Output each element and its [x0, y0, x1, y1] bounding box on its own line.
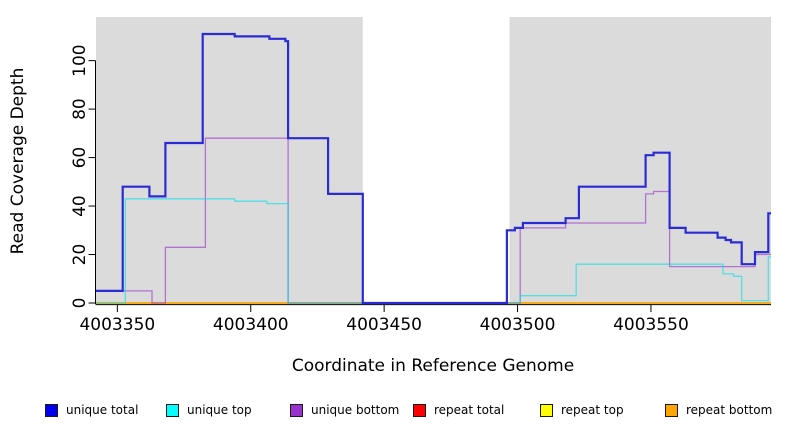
legend-label: unique total: [66, 403, 139, 417]
legend-item-unique-total: unique total: [45, 403, 138, 417]
series-line-unique-top: [96, 198, 771, 304]
x-tick-label: 4003450: [346, 315, 422, 335]
x-axis-title: Coordinate in Reference Genome: [292, 356, 574, 376]
legend-swatch: [665, 403, 678, 417]
x-tick-label: 4003400: [213, 315, 289, 335]
legend-swatch: [45, 403, 58, 417]
legend-label: repeat bottom: [686, 403, 773, 417]
legend-item-repeat-bottom: repeat bottom: [665, 403, 772, 417]
y-tick-label: 80: [70, 98, 90, 120]
legend-swatch: [166, 403, 179, 417]
y-tick-label: 40: [70, 195, 90, 217]
legend-item-repeat-total: repeat total: [413, 403, 504, 417]
shaded-region-left: [96, 17, 363, 304]
shaded-regions: [96, 17, 771, 304]
y-tick-label: 0: [70, 298, 90, 309]
legend-item-unique-top: unique top: [166, 403, 252, 417]
legend-swatch: [413, 403, 426, 417]
legend-item-repeat-top: repeat top: [540, 403, 624, 417]
y-axis-title: Read Coverage Depth: [8, 68, 28, 255]
series-line-unique-total: [96, 32, 771, 305]
x-tick-label: 4003550: [613, 315, 689, 335]
legend-label: unique bottom: [311, 403, 400, 417]
legend: unique total unique top unique bottom repea…: [0, 399, 792, 425]
legend-swatch: [540, 403, 553, 417]
y-tick-label: 20: [70, 244, 90, 266]
series-lines: [96, 32, 771, 305]
legend-label: unique top: [187, 403, 252, 417]
legend-label: repeat total: [434, 403, 505, 417]
series-line-unique-bottom: [96, 137, 771, 304]
chart-canvas: 4003350 4003400 4003450 4003500 4003550 0 20 40…: [8, 17, 771, 376]
legend-swatch: [290, 403, 303, 417]
x-tick-label: 4003350: [79, 315, 155, 335]
axes: 4003350 4003400 4003450 4003500 4003550 0 20 40…: [70, 44, 771, 335]
shaded-region-right: [509, 17, 771, 304]
y-tick-label: 100: [70, 44, 90, 76]
legend-label: repeat top: [561, 403, 624, 417]
legend-item-unique-bottom: unique bottom: [290, 403, 399, 417]
x-tick-label: 4003500: [480, 315, 556, 335]
y-tick-label: 60: [70, 147, 90, 169]
